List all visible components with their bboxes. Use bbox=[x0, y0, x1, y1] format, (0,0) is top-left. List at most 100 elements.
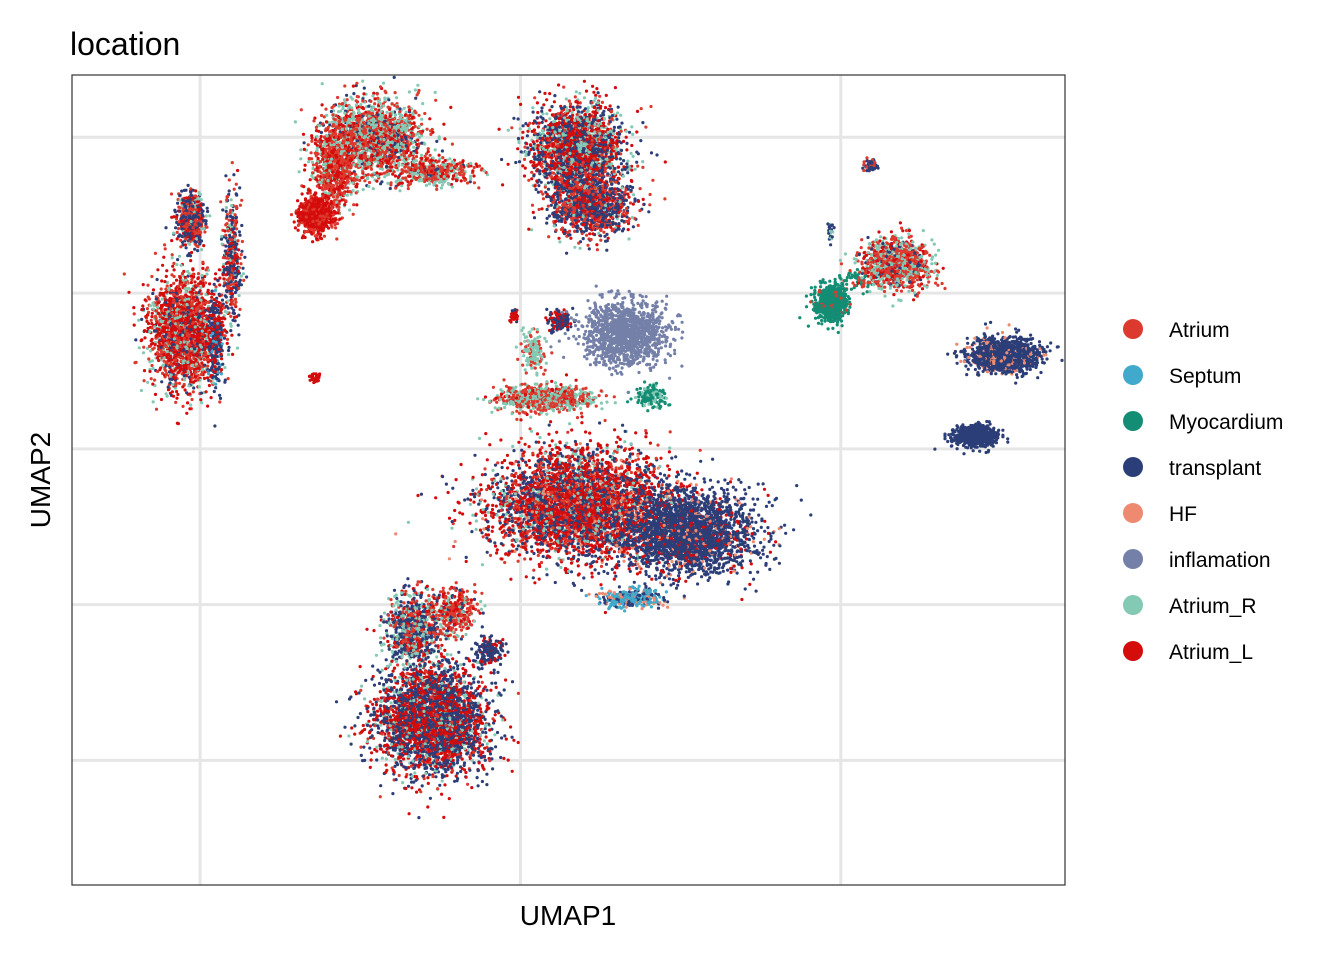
data-point bbox=[379, 105, 383, 110]
data-point bbox=[381, 167, 385, 171]
data-point bbox=[335, 140, 339, 144]
data-point bbox=[312, 213, 316, 217]
data-point bbox=[467, 164, 471, 168]
data-point bbox=[373, 97, 377, 101]
data-point bbox=[612, 129, 616, 133]
data-point bbox=[395, 144, 399, 148]
data-point bbox=[374, 143, 378, 147]
data-point bbox=[449, 105, 453, 109]
data-point bbox=[641, 165, 645, 169]
data-point bbox=[594, 93, 598, 97]
data-point bbox=[392, 129, 396, 133]
data-point bbox=[341, 107, 345, 111]
data-point bbox=[324, 107, 328, 111]
data-point bbox=[624, 135, 628, 139]
data-point bbox=[345, 177, 349, 181]
data-point bbox=[330, 225, 334, 229]
data-point bbox=[424, 157, 428, 161]
data-point bbox=[427, 177, 431, 181]
data-point bbox=[385, 110, 389, 114]
data-point bbox=[373, 102, 377, 106]
data-point bbox=[340, 145, 344, 149]
data-point bbox=[398, 116, 402, 120]
data-point bbox=[352, 203, 356, 207]
data-point bbox=[311, 176, 315, 180]
data-point bbox=[452, 161, 456, 165]
data-point bbox=[602, 124, 606, 128]
data-point bbox=[479, 168, 483, 172]
data-point bbox=[294, 211, 298, 215]
data-point bbox=[413, 171, 417, 176]
data-point bbox=[398, 110, 402, 114]
data-point bbox=[303, 168, 307, 172]
data-point bbox=[345, 98, 349, 102]
data-point bbox=[395, 96, 399, 100]
data-point bbox=[375, 171, 379, 175]
data-point bbox=[639, 107, 643, 111]
data-point bbox=[393, 138, 397, 142]
data-point bbox=[324, 150, 328, 154]
data-point bbox=[331, 195, 336, 199]
data-point bbox=[444, 170, 449, 174]
data-point bbox=[333, 174, 338, 178]
data-point bbox=[447, 182, 451, 186]
data-point bbox=[545, 216, 549, 220]
data-point bbox=[345, 93, 349, 97]
data-point bbox=[384, 133, 388, 138]
data-point bbox=[302, 141, 306, 145]
data-point bbox=[354, 147, 358, 151]
data-point bbox=[414, 96, 418, 100]
data-point bbox=[399, 172, 403, 176]
data-point bbox=[379, 122, 383, 126]
data-point bbox=[325, 172, 329, 176]
data-point bbox=[315, 143, 319, 147]
data-point bbox=[344, 147, 348, 151]
data-point bbox=[296, 214, 300, 218]
data-point bbox=[371, 143, 376, 147]
data-point bbox=[379, 85, 383, 89]
data-point bbox=[404, 129, 409, 133]
data-point bbox=[393, 174, 397, 178]
data-point bbox=[414, 155, 419, 159]
data-point bbox=[332, 104, 336, 108]
data-point bbox=[415, 151, 419, 155]
data-point bbox=[352, 170, 356, 174]
data-point bbox=[324, 127, 328, 131]
data-point bbox=[413, 124, 417, 129]
data-point bbox=[397, 161, 401, 166]
data-point bbox=[460, 170, 464, 174]
data-point bbox=[437, 159, 441, 163]
data-point bbox=[398, 107, 402, 111]
data-point bbox=[320, 113, 324, 118]
data-point bbox=[396, 125, 400, 129]
data-point bbox=[440, 183, 445, 187]
data-point bbox=[337, 123, 341, 127]
data-point bbox=[357, 108, 361, 112]
data-point bbox=[524, 150, 528, 154]
data-point bbox=[329, 109, 333, 114]
data-point bbox=[393, 113, 398, 117]
data-point bbox=[365, 125, 369, 129]
data-point bbox=[326, 179, 330, 183]
data-point bbox=[377, 139, 381, 143]
data-point bbox=[348, 190, 352, 194]
data-point bbox=[321, 147, 325, 151]
data-point bbox=[414, 163, 418, 167]
data-point bbox=[442, 122, 446, 126]
data-point bbox=[388, 128, 392, 132]
data-point bbox=[390, 102, 394, 106]
data-point bbox=[400, 135, 404, 139]
data-point bbox=[344, 114, 348, 118]
data-point bbox=[531, 146, 535, 150]
data-point bbox=[363, 163, 367, 167]
data-point bbox=[649, 151, 654, 155]
data-point bbox=[435, 187, 439, 191]
data-point bbox=[383, 146, 387, 150]
data-point bbox=[469, 161, 473, 166]
data-point bbox=[343, 203, 347, 207]
data-point bbox=[374, 107, 378, 111]
data-point bbox=[382, 154, 387, 159]
data-point bbox=[310, 160, 315, 164]
data-point bbox=[506, 162, 510, 166]
data-point bbox=[338, 179, 342, 184]
